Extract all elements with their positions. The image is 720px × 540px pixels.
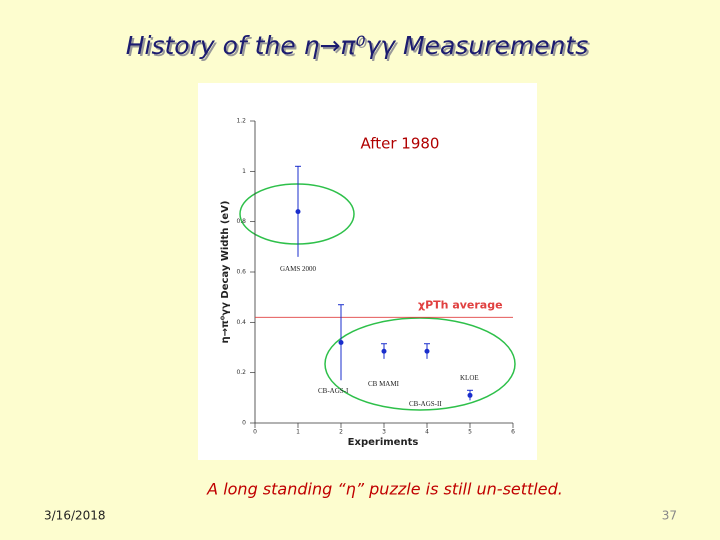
y-tick-label: 0.2: [236, 369, 246, 376]
chart-panel: [198, 83, 537, 460]
x-tick-label: 4: [425, 429, 429, 436]
x-tick-label: 6: [511, 429, 515, 436]
x-axis-label: Experiments: [348, 437, 419, 448]
y-tick-label: 0.8: [236, 218, 246, 225]
slide-title: History of the η→π⁰γγ Measurements: [126, 31, 589, 60]
point-label: CB-AGS-I: [318, 387, 349, 395]
x-tick-label: 1: [296, 429, 300, 436]
point-label: CB MAMI: [368, 380, 400, 388]
reference-label: χPTh average: [418, 298, 503, 311]
footer-text: A long standing “η” puzzle is still un-s…: [206, 480, 563, 499]
point-label: GAMS 2000: [280, 265, 316, 273]
highlight-ellipse: [324, 317, 516, 411]
data-point: [467, 392, 473, 398]
y-tick-label: 0: [242, 420, 246, 427]
data-point: [338, 339, 344, 345]
y-tick-label: 1: [242, 168, 246, 175]
y-axis-label: η→π⁰γγ Decay Width (eV): [220, 200, 231, 343]
x-tick-label: 5: [468, 429, 472, 436]
x-tick-label: 0: [253, 429, 257, 436]
y-tick-label: 1.2: [236, 118, 246, 125]
x-tick-label: 3: [382, 429, 386, 436]
y-tick-label: 0.4: [236, 319, 246, 326]
point-label: KLOE: [460, 374, 479, 382]
data-point: [381, 348, 387, 354]
x-tick-label: 2: [339, 429, 343, 436]
data-point: [295, 209, 301, 215]
y-tick-label: 0.6: [236, 269, 246, 276]
highlight-ellipse: [239, 183, 355, 245]
slide-number: 37: [662, 509, 677, 523]
chart-subtitle: After 1980: [361, 135, 440, 153]
slide-date: 3/16/2018: [44, 509, 106, 523]
data-point: [424, 348, 430, 354]
point-label: CB-AGS-II: [409, 400, 442, 408]
title-shadow: History of the η→π⁰γγ Measurements: [128, 33, 591, 62]
